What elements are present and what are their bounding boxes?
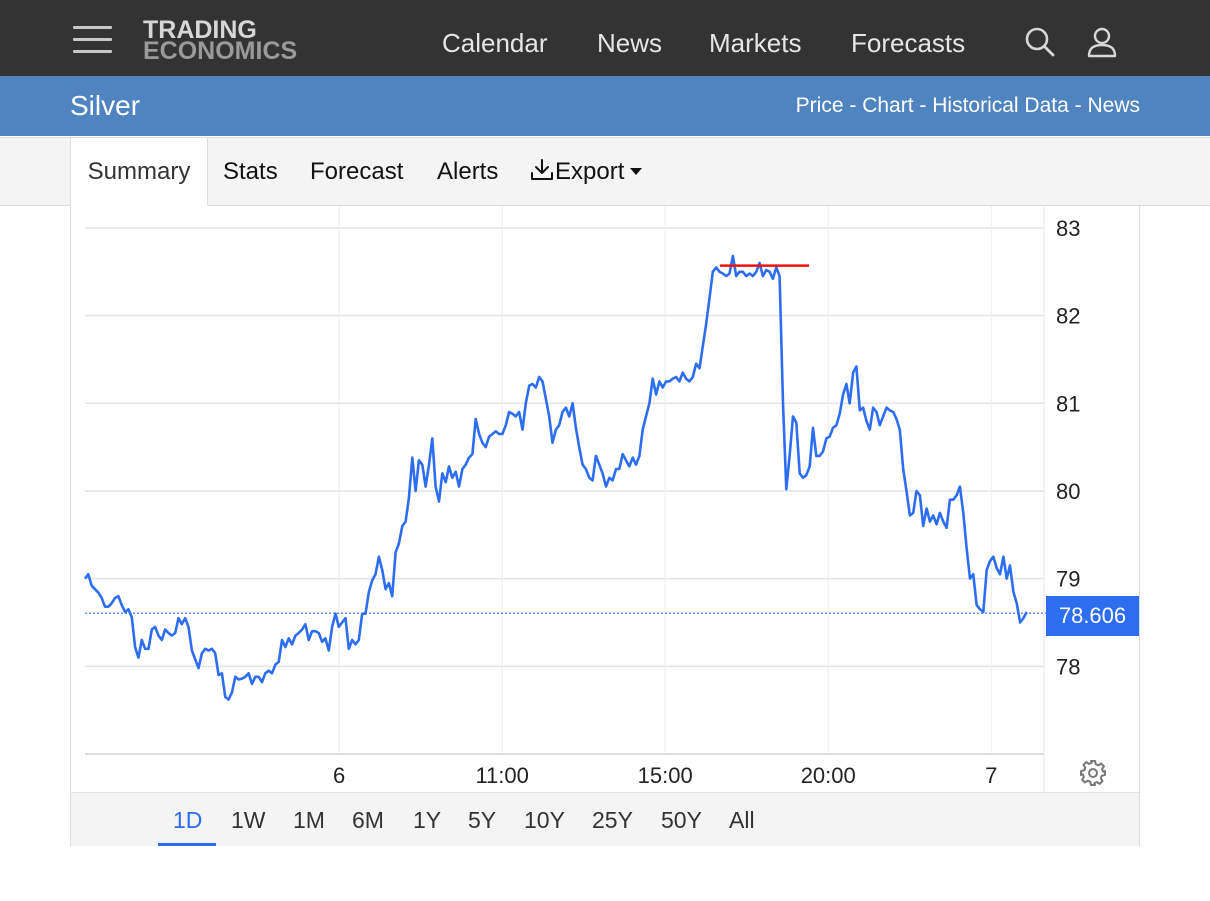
price-line-series bbox=[83, 254, 1028, 701]
range-1d[interactable]: 1D bbox=[173, 807, 203, 833]
link-separator: - bbox=[1074, 94, 1082, 117]
link-price[interactable]: Price bbox=[795, 94, 844, 117]
link-separator: - bbox=[849, 94, 857, 117]
y-tick-label: 79 bbox=[1056, 567, 1080, 592]
user-icon[interactable] bbox=[1087, 26, 1119, 58]
link-chart[interactable]: Chart bbox=[862, 94, 914, 117]
range-selector: 1D 1W 1M 6M 1Y 5Y 10Y 25Y 50Y All bbox=[71, 792, 1139, 846]
link-historical-data[interactable]: Historical Data bbox=[932, 94, 1069, 117]
top-navbar: TRADING ECONOMICS Calendar News Markets … bbox=[0, 0, 1210, 76]
y-tick-label: 80 bbox=[1056, 479, 1080, 504]
tab-export-label: Export bbox=[555, 158, 625, 185]
tab-summary[interactable]: Summary bbox=[70, 137, 208, 206]
logo-line-1: TRADING bbox=[143, 16, 257, 44]
nav-markets[interactable]: Markets bbox=[709, 28, 802, 58]
download-icon bbox=[531, 158, 553, 180]
x-tick-label: 15:00 bbox=[638, 763, 693, 788]
section-links: Price - Chart - Historical Data - News bbox=[796, 94, 1140, 118]
chevron-down-icon bbox=[630, 167, 643, 175]
menu-icon[interactable] bbox=[73, 26, 112, 56]
range-6m[interactable]: 6M bbox=[352, 807, 384, 833]
chart-container: 78 79 80 81 82 83 6 11:00 15:00 20:00 7 78.606 1D … bbox=[70, 206, 1140, 846]
tab-strip: Summary Stats Forecast Alerts Export bbox=[0, 137, 1210, 206]
nav-calendar[interactable]: Calendar bbox=[442, 28, 548, 58]
link-news[interactable]: News bbox=[1087, 94, 1140, 117]
current-price-tag: 78.606 bbox=[1046, 596, 1139, 636]
link-separator: - bbox=[919, 94, 927, 117]
range-active-underline bbox=[158, 843, 216, 846]
range-5y[interactable]: 5Y bbox=[468, 807, 497, 833]
page-title: Silver bbox=[70, 90, 141, 121]
y-tick-label: 82 bbox=[1056, 304, 1080, 329]
range-all[interactable]: All bbox=[729, 807, 755, 833]
logo-line-2: ECONOMICS bbox=[143, 37, 298, 65]
y-tick-label: 78 bbox=[1056, 654, 1080, 679]
tab-forecast[interactable]: Forecast bbox=[310, 158, 404, 185]
range-1y[interactable]: 1Y bbox=[413, 807, 442, 833]
tab-export[interactable]: Export bbox=[529, 138, 643, 206]
search-icon[interactable] bbox=[1024, 26, 1056, 58]
range-1w[interactable]: 1W bbox=[231, 807, 266, 833]
range-1m[interactable]: 1M bbox=[293, 807, 325, 833]
x-tick-label: 11:00 bbox=[475, 763, 528, 788]
nav-news[interactable]: News bbox=[597, 28, 663, 58]
range-25y[interactable]: 25Y bbox=[592, 807, 633, 833]
range-10y[interactable]: 10Y bbox=[524, 807, 565, 833]
tab-alerts[interactable]: Alerts bbox=[437, 158, 499, 185]
x-tick-label: 20:00 bbox=[801, 763, 856, 788]
x-tick-label: 6 bbox=[333, 763, 345, 788]
y-tick-label: 81 bbox=[1056, 391, 1080, 416]
nav-forecasts[interactable]: Forecasts bbox=[851, 28, 966, 58]
title-bar: Silver Price - Chart - Historical Data -… bbox=[0, 76, 1210, 136]
range-50y[interactable]: 50Y bbox=[661, 807, 702, 833]
gear-icon[interactable] bbox=[1079, 759, 1107, 787]
x-tick-label: 7 bbox=[985, 763, 997, 788]
price-chart[interactable]: 78 79 80 81 82 83 6 11:00 15:00 20:00 7 bbox=[71, 206, 1141, 792]
tab-stats[interactable]: Stats bbox=[223, 158, 278, 185]
y-tick-label: 83 bbox=[1056, 216, 1080, 241]
logo[interactable]: TRADING ECONOMICS bbox=[143, 16, 298, 65]
